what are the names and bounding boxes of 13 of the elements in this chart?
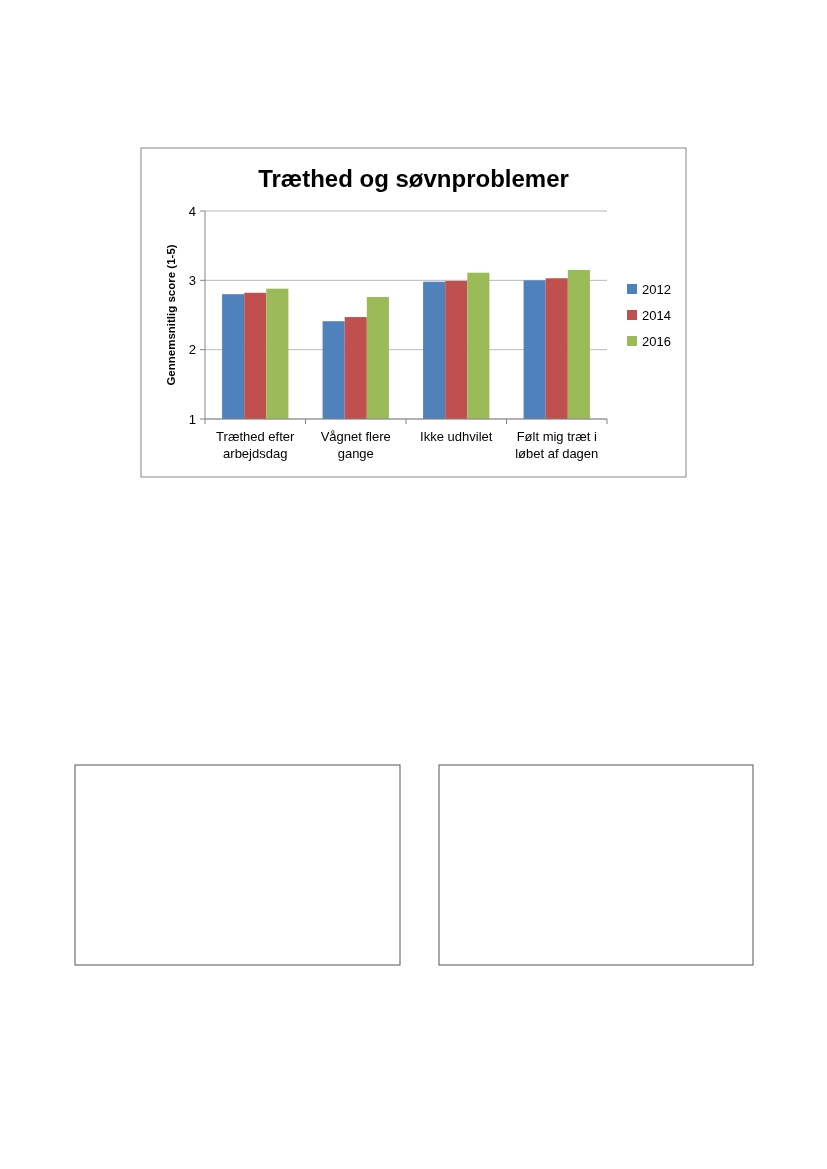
- y-axis-title: Gennemsnitlig score (1-5): [165, 244, 177, 386]
- y-tick-label: 4: [188, 203, 196, 219]
- legend-label: 2014: [642, 307, 671, 323]
- y-tick-label: 2: [188, 342, 196, 358]
- legend-label: 2016: [642, 333, 671, 349]
- x-tick-label: Vågnet flere gange: [320, 429, 391, 461]
- x-tick-label: Træthed efter arbejdsdag: [216, 429, 296, 461]
- x-tick-label: Følt mig træt i løbet af dagen: [515, 429, 599, 461]
- y-tick-label: 1: [188, 411, 196, 427]
- x-tick-label: Ikke udhvilet: [420, 429, 493, 444]
- y-tick-label: 3: [188, 272, 196, 288]
- legend-label: 2012: [642, 281, 671, 297]
- chart-title: Træthed og søvnproblemer: [258, 165, 569, 192]
